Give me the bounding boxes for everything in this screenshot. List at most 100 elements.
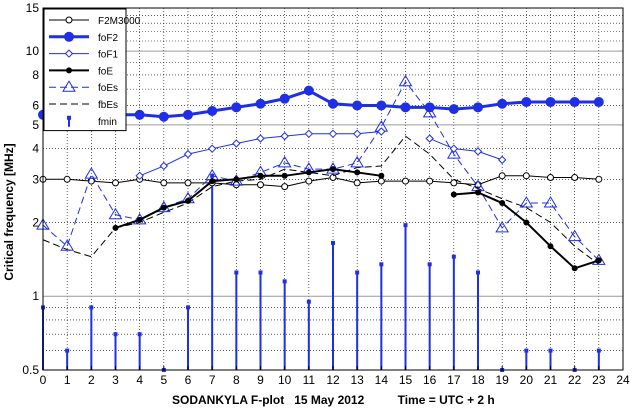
foes-point <box>84 167 99 179</box>
fof1-point <box>449 144 459 153</box>
foe-point <box>547 243 554 250</box>
fmin-point <box>282 279 287 284</box>
legend-fof1-label: foF1 <box>98 50 118 61</box>
x-tick-label: 16 <box>423 373 437 387</box>
y-axis-title: Critical frequency [MHz] <box>2 143 16 280</box>
fof2-point <box>400 102 411 113</box>
x-tick-label: 20 <box>520 373 534 387</box>
foes-point <box>543 196 558 208</box>
fof1-point <box>352 129 362 139</box>
x-tick-label: 2 <box>88 373 95 387</box>
fmin-point <box>306 299 311 304</box>
y-tick-label: 5 <box>32 118 39 132</box>
y-tick-label: 10 <box>26 44 40 58</box>
fof1-point <box>425 134 434 143</box>
fof1-point <box>328 129 338 139</box>
foe-point <box>450 191 457 198</box>
fof1-point <box>497 155 507 165</box>
foe-point <box>571 265 578 272</box>
foes-point <box>60 239 75 251</box>
fof2-point <box>545 97 556 108</box>
f2m3000-point <box>402 177 409 185</box>
foes-point <box>519 196 534 208</box>
x-tick-label: 4 <box>136 373 143 387</box>
foe-point <box>354 169 361 176</box>
x-tick-label: 8 <box>233 373 240 387</box>
fmin-point <box>234 270 239 275</box>
fof2-point <box>134 109 145 120</box>
foes-point <box>398 74 413 87</box>
fmin-point <box>65 348 70 353</box>
fmin-point <box>137 332 142 337</box>
f2m3000-point <box>63 175 71 183</box>
fof2-point <box>352 100 363 111</box>
x-tick-label: 17 <box>447 373 461 387</box>
foe-point <box>523 219 530 226</box>
fof2-point <box>231 102 242 113</box>
f2m3000-point <box>305 177 313 185</box>
fof1-point <box>232 139 241 148</box>
legend-foes-label: foEs <box>98 83 118 94</box>
fmin-point <box>403 223 408 228</box>
x-axis-title: SODANKYLA F-plot 15 May 2012 Time = UTC … <box>172 393 495 407</box>
foe-point <box>160 204 167 211</box>
f2m3000-point <box>595 175 603 183</box>
x-tick-label: 23 <box>592 373 606 387</box>
f2m3000-point <box>426 177 434 185</box>
x-tick-label: 3 <box>112 373 119 387</box>
x-tick-label: 11 <box>303 373 316 387</box>
fmin-point <box>427 262 432 267</box>
fof2-point <box>255 98 266 109</box>
f2m3000-point <box>353 179 361 187</box>
series-layer <box>36 74 606 372</box>
x-tick-label: 1 <box>64 373 71 387</box>
y-tick-label: 2 <box>32 215 39 229</box>
y-tick-label: 6 <box>32 99 39 113</box>
f2m3000-point <box>329 174 337 182</box>
y-tick-label: 15 <box>26 1 40 15</box>
x-tick-label: 24 <box>616 373 630 387</box>
x-tick-label: 0 <box>40 373 47 387</box>
series-foe <box>112 166 602 272</box>
fof2-point <box>593 97 604 108</box>
foes-point <box>277 155 292 168</box>
x-tick-label: 10 <box>278 373 292 387</box>
foe-point <box>136 216 143 223</box>
f2m3000-point <box>498 172 506 180</box>
foe-point <box>330 166 336 173</box>
legend-foes-marker <box>62 80 76 92</box>
fmin-point <box>476 270 480 275</box>
fof2-point <box>497 98 508 109</box>
fmin-point <box>113 332 118 337</box>
f2m3000-point <box>257 181 264 189</box>
x-tick-label: 19 <box>495 373 509 387</box>
y-tick-label: 3 <box>32 172 39 186</box>
fof1-point <box>377 127 386 136</box>
fof2-point <box>303 85 314 96</box>
legend-foe-label: foE <box>98 66 113 77</box>
foe-point <box>378 172 385 179</box>
x-tick-label: 6 <box>185 373 192 387</box>
f2m3000-point <box>547 174 554 182</box>
x-tick-label: 9 <box>257 373 264 387</box>
fof2-point <box>424 102 435 113</box>
fof1-point <box>256 134 265 143</box>
fof1-line <box>429 138 503 161</box>
legend-fof1-marker <box>64 49 74 58</box>
fof1-point <box>159 161 169 171</box>
foes-point <box>108 207 123 220</box>
fmin-point <box>186 305 190 310</box>
x-tick-label: 5 <box>160 373 167 387</box>
x-tick-label: 15 <box>399 373 413 387</box>
foe-point <box>112 224 119 231</box>
fof1-point <box>280 131 289 141</box>
fmin-point <box>89 305 94 310</box>
foes-point <box>446 147 461 159</box>
legend-fbes-label: fbEs <box>98 100 118 111</box>
x-tick-label: 21 <box>544 373 558 387</box>
fof2-point <box>569 97 580 108</box>
f2m3000-line <box>43 175 599 188</box>
fmin-point <box>524 348 529 353</box>
fof2-point <box>279 93 290 104</box>
